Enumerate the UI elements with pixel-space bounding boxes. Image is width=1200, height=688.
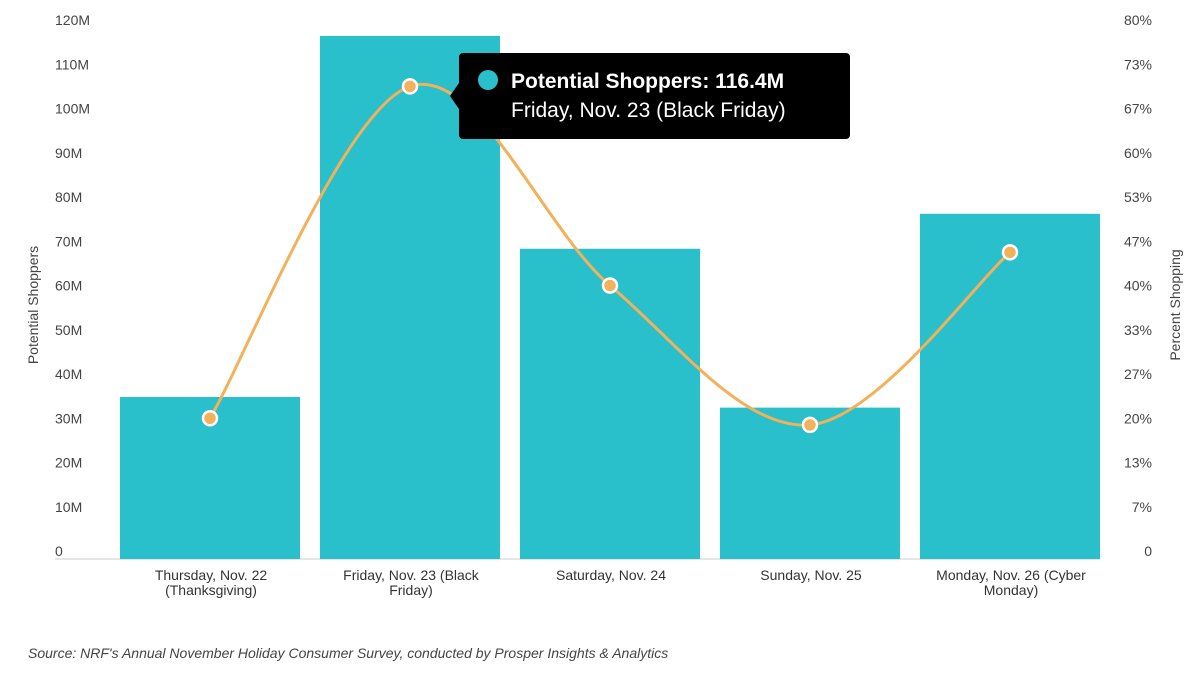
- y-tick-right: 53%: [1124, 189, 1152, 205]
- y-tick-left: 20M: [55, 455, 82, 471]
- y-tick-right: 47%: [1124, 233, 1152, 249]
- x-tick-label: Saturday, Nov. 24: [556, 567, 666, 583]
- y-tick-left: 40M: [55, 366, 82, 382]
- y-tick-right: 40%: [1124, 278, 1152, 294]
- y-tick-left: 0: [55, 543, 63, 559]
- percent-shopping-points: [201, 78, 1019, 434]
- chart: 0 10M 20M 30M 40M 50M 60M 70M 80M 90M 100M 110M 120M…: [25, 12, 1183, 598]
- source-note: Source: NRF's Annual November Holiday Co…: [28, 645, 669, 661]
- line-point[interactable]: [1001, 244, 1019, 261]
- y-tick-left: 60M: [55, 278, 82, 294]
- y-tick-left: 110M: [55, 56, 89, 72]
- y-tick-right: 13%: [1124, 455, 1152, 471]
- y-tick-right: 0: [1144, 543, 1152, 559]
- line-point[interactable]: [201, 410, 219, 427]
- tooltip-series-dot: [478, 70, 498, 90]
- y-tick-left: 30M: [55, 410, 82, 426]
- x-tick-label: Sunday, Nov. 25: [760, 567, 862, 583]
- tooltip-pointer: [450, 83, 459, 109]
- y-tick-right: 33%: [1124, 322, 1152, 338]
- tooltip: Potential Shoppers: 116.4M Friday, Nov. …: [450, 53, 850, 139]
- y-axis-left-title: Potential Shoppers: [25, 246, 41, 364]
- line-point[interactable]: [601, 277, 619, 294]
- bar[interactable]: [520, 248, 700, 559]
- y-tick-right: 7%: [1132, 499, 1152, 515]
- y-tick-left: 120M: [55, 12, 90, 28]
- tooltip-subtitle: Friday, Nov. 23 (Black Friday): [511, 99, 786, 122]
- line-point[interactable]: [801, 416, 819, 434]
- y-tick-left: 50M: [55, 322, 82, 338]
- x-tick-label: Friday, Nov. 23 (Black Friday): [343, 567, 480, 598]
- y-tick-right: 80%: [1124, 12, 1152, 28]
- x-tick-label: Monday, Nov. 26 (Cyber Monday): [936, 567, 1086, 598]
- y-tick-left: 80M: [55, 189, 82, 205]
- y-tick-right: 60%: [1124, 145, 1152, 161]
- x-axis-category-labels: Thursday, Nov. 22 (Thanksgiving) Friday, N…: [155, 567, 1086, 598]
- y-tick-right: 67%: [1124, 101, 1152, 117]
- y-tick-left: 10M: [55, 499, 82, 515]
- y-axis-right-ticks: 0 7% 13% 20% 27% 33% 40% 47% 53% 60% 67% 73% 80%: [1124, 12, 1152, 559]
- y-tick-right: 73%: [1124, 56, 1152, 72]
- y-axis-left-ticks: 0 10M 20M 30M 40M 50M 60M 70M 80M 90M 100M 110M 120M: [55, 12, 90, 559]
- percent-shopping-line: [208, 82, 1011, 427]
- y-tick-right: 27%: [1124, 366, 1152, 382]
- y-tick-right: 20%: [1124, 410, 1152, 426]
- y-tick-left: 100M: [55, 101, 90, 117]
- tooltip-title: Potential Shoppers: 116.4M: [511, 70, 784, 93]
- line-point[interactable]: [401, 78, 419, 95]
- bar[interactable]: [920, 213, 1100, 559]
- y-tick-left: 90M: [55, 145, 82, 161]
- y-tick-left: 70M: [55, 233, 82, 249]
- x-tick-label: Thursday, Nov. 22 (Thanksgiving): [155, 567, 268, 598]
- y-axis-right-title: Percent Shopping: [1167, 249, 1183, 360]
- tooltip-box: [459, 53, 850, 139]
